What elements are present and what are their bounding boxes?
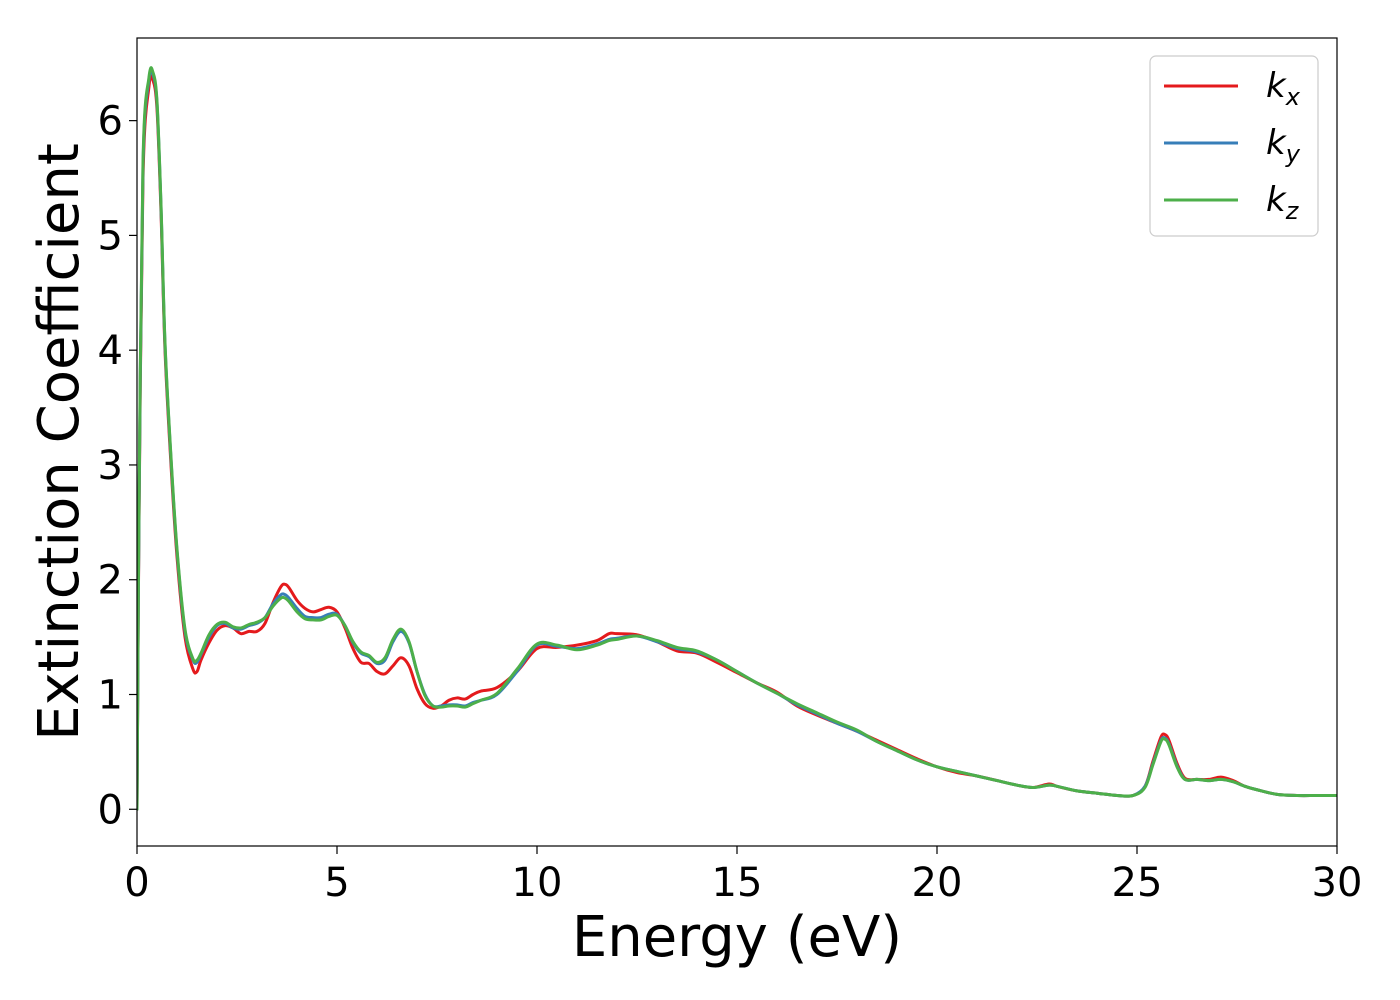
x-tick-label: 10 (512, 860, 563, 906)
legend-label-main: k (1266, 66, 1287, 106)
y-tick-label: 1 (98, 673, 123, 719)
y-tick-label: 2 (98, 558, 123, 604)
legend-label-subscript: y (1285, 140, 1301, 168)
y-tick-label: 0 (98, 787, 123, 833)
x-axis-title: Energy (eV) (572, 905, 902, 970)
y-tick-label: 5 (98, 213, 123, 259)
legend-label-main: k (1266, 180, 1287, 220)
legend-label-subscript: z (1285, 197, 1300, 225)
legend-label-subscript: x (1285, 83, 1301, 111)
legend-label-k-y: ky (1266, 123, 1301, 168)
legend-label-main: k (1266, 123, 1287, 163)
legend-label-k-z: kz (1266, 180, 1300, 225)
y-tick-label: 4 (98, 328, 123, 374)
y-tick-label: 6 (98, 99, 123, 145)
x-tick-label: 15 (712, 860, 763, 906)
series-line-k-z (137, 66, 1337, 811)
x-tick-label: 20 (912, 860, 963, 906)
x-tick-label: 0 (124, 860, 149, 906)
x-tick-label: 25 (1112, 860, 1163, 906)
x-tick-label: 5 (324, 860, 349, 906)
legend-label-k-x: kx (1266, 66, 1301, 111)
y-axis-ticks: 0 1 2 3 4 5 6 (98, 99, 137, 833)
x-axis-ticks: 0 5 10 15 20 25 30 (124, 846, 1362, 906)
y-tick-label: 3 (98, 443, 123, 489)
y-axis-title: Extinction Coefficient (27, 143, 92, 741)
series-layer (137, 66, 1337, 811)
legend-box (1149, 55, 1319, 237)
x-tick-label: 30 (1312, 860, 1363, 906)
